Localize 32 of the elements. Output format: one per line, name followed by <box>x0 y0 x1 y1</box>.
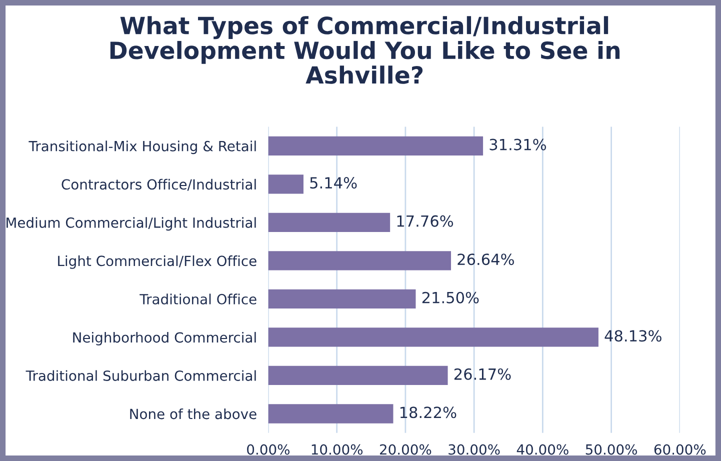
x-tick-label: 60.00% <box>654 444 706 455</box>
data-label: 18.22% <box>400 406 456 418</box>
chart-title: What Types of Commercial/Industrial Development Would You Like to See in Ashville? <box>110 16 620 84</box>
x-tick-label: 50.00% <box>586 444 637 455</box>
data-label: 26.64% <box>458 254 514 266</box>
bar <box>268 251 452 270</box>
x-tick-label: 30.00% <box>448 444 500 455</box>
data-label: 31.31% <box>490 138 546 150</box>
data-label: 48.13% <box>604 330 662 342</box>
y-tick-label: Contractors Office/Industrial <box>62 178 256 191</box>
bar <box>268 174 304 194</box>
bar <box>268 328 598 347</box>
bar <box>268 136 484 156</box>
bar <box>268 289 416 309</box>
y-tick-label: None of the above <box>130 408 256 420</box>
data-label: 26.17% <box>454 368 511 380</box>
x-tick-label: 0.00% <box>247 444 290 455</box>
y-tick-label: Medium Commercial/Light Industrial <box>6 217 256 231</box>
bar <box>268 366 448 386</box>
x-tick-label: 20.00% <box>380 444 432 455</box>
y-tick-label: Light Commercial/Flex Office <box>58 255 256 269</box>
data-label: 5.14% <box>310 177 357 189</box>
bar <box>268 212 390 232</box>
bar <box>268 404 394 424</box>
data-label: 21.50% <box>422 292 479 304</box>
y-tick-label: Neighborhood Commercial <box>73 332 256 346</box>
data-label: 17.76% <box>397 215 454 227</box>
x-tick-label: 40.00% <box>516 444 568 455</box>
y-tick-label: Traditional Suburban Commercial <box>26 370 256 381</box>
y-tick-label: Transitional-Mix Housing & Retail <box>28 140 256 154</box>
x-tick-label: 10.00% <box>312 444 363 455</box>
y-tick-label: Traditional Office <box>140 294 256 304</box>
